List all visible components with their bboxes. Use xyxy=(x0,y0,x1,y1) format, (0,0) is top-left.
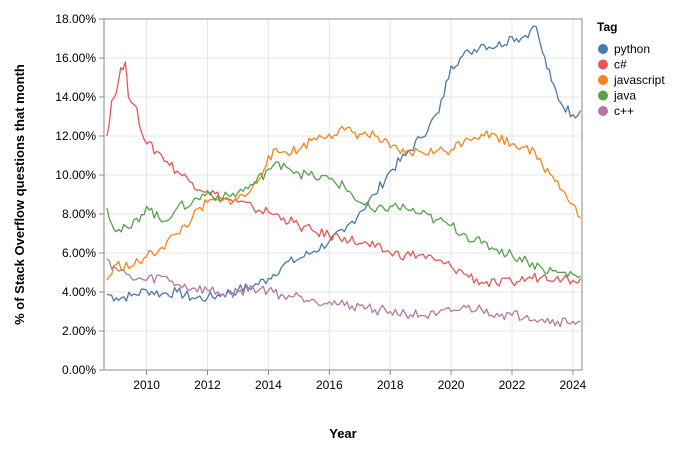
x-tick-label: 2022 xyxy=(499,378,526,392)
x-tick-label: 2014 xyxy=(255,378,282,392)
y-tick-label: 14.00% xyxy=(55,90,96,104)
plot-frame xyxy=(103,18,583,371)
legend-label: c++ xyxy=(614,104,634,118)
y-tick-label: 2.00% xyxy=(62,324,96,338)
legend-label: javascript xyxy=(613,73,665,87)
x-tick-label: 2010 xyxy=(133,378,160,392)
y-tick-label: 0.00% xyxy=(62,363,96,377)
series-line-python xyxy=(106,25,582,303)
x-tick-label: 2024 xyxy=(560,378,587,392)
y-axis-title: % of Stack Overflow questions that month xyxy=(12,64,27,325)
legend-swatch xyxy=(598,44,608,54)
y-axis: 0.00% 2.00% 4.00% 6.00% 8.00% 10.00% 12.00% 14.… xyxy=(55,12,104,377)
x-axis-title: Year xyxy=(329,426,356,441)
y-tick-label: 18.00% xyxy=(55,12,96,26)
x-tick-label: 2012 xyxy=(194,378,221,392)
series-line-java xyxy=(106,161,581,279)
grid-lines xyxy=(104,18,582,371)
legend-title: Tag xyxy=(597,20,617,34)
legend-swatch xyxy=(598,75,608,85)
y-tick-label: 10.00% xyxy=(55,168,96,182)
series-line-javascript xyxy=(106,125,581,281)
series-lines xyxy=(106,25,582,328)
x-axis: 2010 2012 2014 2016 2018 2020 2022 2024 xyxy=(133,370,587,392)
x-tick-label: 2016 xyxy=(316,378,343,392)
x-tick-label: 2020 xyxy=(438,378,465,392)
legend-swatch xyxy=(598,90,608,101)
legend-swatch xyxy=(598,59,608,70)
y-tick-label: 6.00% xyxy=(62,246,96,260)
y-tick-label: 8.00% xyxy=(62,207,96,221)
legend-swatch xyxy=(598,106,608,116)
series-line-c- xyxy=(106,258,581,328)
legend-label: c# xyxy=(614,58,627,72)
legend-label: java xyxy=(613,89,636,103)
y-tick-label: 16.00% xyxy=(55,51,96,65)
legend-label: python xyxy=(614,42,650,56)
x-tick-label: 2018 xyxy=(377,378,404,392)
y-tick-label: 12.00% xyxy=(55,129,96,143)
y-tick-label: 4.00% xyxy=(62,285,96,299)
series-line-c- xyxy=(106,61,582,288)
